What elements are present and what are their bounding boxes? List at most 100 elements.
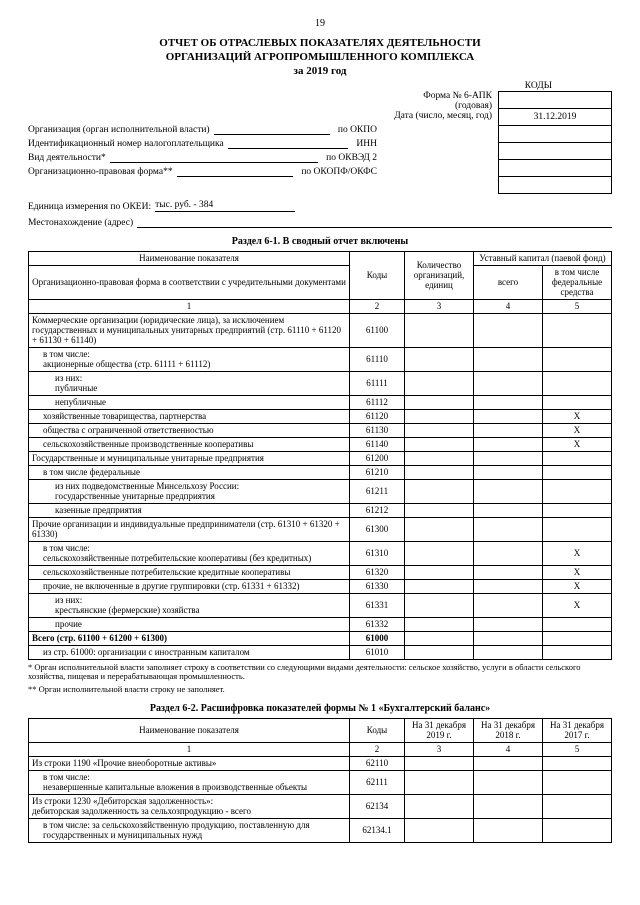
row-v3[interactable] [405,423,474,437]
row-v3[interactable] [405,479,474,503]
row-v5[interactable]: X [543,409,612,423]
row-v5[interactable]: X [543,423,612,437]
row-v4[interactable] [474,631,543,645]
row-v5[interactable]: X [543,541,612,565]
row-v3[interactable] [405,437,474,451]
row-name: в том числе: акционерные общества (стр. … [29,347,350,371]
row-v4[interactable] [474,437,543,451]
row-v4[interactable] [474,617,543,631]
row-v4[interactable] [474,409,543,423]
t61-num2: 2 [350,299,405,313]
row-2017[interactable] [543,756,612,770]
row-v5[interactable] [543,395,612,409]
row-v4[interactable] [474,593,543,617]
row-v4[interactable] [474,371,543,395]
row-name: в том числе: незавершенные капитальные в… [29,770,350,794]
t62-head-name: Наименование показателя [29,718,350,742]
row-v5[interactable] [543,347,612,371]
row-v4[interactable] [474,451,543,465]
row-v3[interactable] [405,395,474,409]
row-v3[interactable] [405,371,474,395]
doc-title-1: ОТЧЕТ ОБ ОТРАСЛЕВЫХ ПОКАЗАТЕЛЯХ ДЕЯТЕЛЬН… [28,37,612,51]
row-name: Из строки 1230 «Дебиторская задолженност… [29,794,350,818]
row-name: из стр. 61000: организации с иностранным… [29,645,350,659]
row-v4[interactable] [474,503,543,517]
row-2018[interactable] [474,818,543,842]
row-v3[interactable] [405,409,474,423]
row-name: Коммерческие организации (юридические ли… [29,313,350,347]
row-2017[interactable] [543,770,612,794]
row-v5[interactable] [543,371,612,395]
row-name: Государственные и муниципальные унитарны… [29,451,350,465]
row-v5[interactable]: X [543,565,612,579]
row-v4[interactable] [474,645,543,659]
row-v4[interactable] [474,347,543,371]
row-v4[interactable] [474,541,543,565]
row-v4[interactable] [474,479,543,503]
row-v3[interactable] [405,347,474,371]
row-code: 61330 [350,579,405,593]
row-v5[interactable]: X [543,593,612,617]
okopf-label: по ОКОПФ/ОКФС [293,167,383,177]
row-v3[interactable] [405,503,474,517]
row-v3[interactable] [405,465,474,479]
table-row: сельскохозяйственные производственные ко… [29,437,612,451]
inn-field[interactable] [228,137,349,149]
activity-label: Вид деятельности* [28,153,110,163]
row-v4[interactable] [474,465,543,479]
row-v4[interactable] [474,579,543,593]
row-v5[interactable] [543,465,612,479]
row-v3[interactable] [405,645,474,659]
row-v3[interactable] [405,631,474,645]
row-v3[interactable] [405,617,474,631]
row-name: общества с ограниченной ответственностью [29,423,350,437]
unit-value: тыс. руб. - 384 [155,200,295,212]
row-v5[interactable] [543,313,612,347]
row-v4[interactable] [474,517,543,541]
row-code: 61200 [350,451,405,465]
row-2019[interactable] [405,818,474,842]
row-2017[interactable] [543,818,612,842]
org-field[interactable] [214,123,330,135]
row-v3[interactable] [405,451,474,465]
row-v5[interactable] [543,617,612,631]
row-code: 61010 [350,645,405,659]
legal-field[interactable] [177,165,294,177]
row-code: 61332 [350,617,405,631]
row-v5[interactable] [543,631,612,645]
row-2019[interactable] [405,756,474,770]
table-row: Коммерческие организации (юридические ли… [29,313,612,347]
row-v3[interactable] [405,593,474,617]
row-name: непубличные [29,395,350,409]
row-v5[interactable] [543,479,612,503]
row-code: 61140 [350,437,405,451]
doc-title-2: ОРГАНИЗАЦИЙ АГРОПРОМЫШЛЕННОГО КОМПЛЕКСА [28,51,612,65]
row-v4[interactable] [474,565,543,579]
row-v5[interactable]: X [543,437,612,451]
inn-code-label: ИНН [348,139,383,149]
row-v5[interactable] [543,517,612,541]
row-v5[interactable] [543,645,612,659]
table-row: общества с ограниченной ответственностью… [29,423,612,437]
row-v4[interactable] [474,395,543,409]
row-2018[interactable] [474,756,543,770]
row-v4[interactable] [474,313,543,347]
row-2017[interactable] [543,794,612,818]
t61-head-name-top: Наименование показателя [29,251,350,265]
address-field[interactable] [137,216,612,228]
row-v3[interactable] [405,579,474,593]
row-v3[interactable] [405,517,474,541]
row-2018[interactable] [474,794,543,818]
row-code: 62134 [350,794,405,818]
row-v5[interactable]: X [543,579,612,593]
row-v4[interactable] [474,423,543,437]
row-v5[interactable] [543,503,612,517]
row-2018[interactable] [474,770,543,794]
row-2019[interactable] [405,794,474,818]
activity-field[interactable] [110,151,318,163]
row-v3[interactable] [405,541,474,565]
row-v3[interactable] [405,565,474,579]
row-2019[interactable] [405,770,474,794]
row-v5[interactable] [543,451,612,465]
row-v3[interactable] [405,313,474,347]
